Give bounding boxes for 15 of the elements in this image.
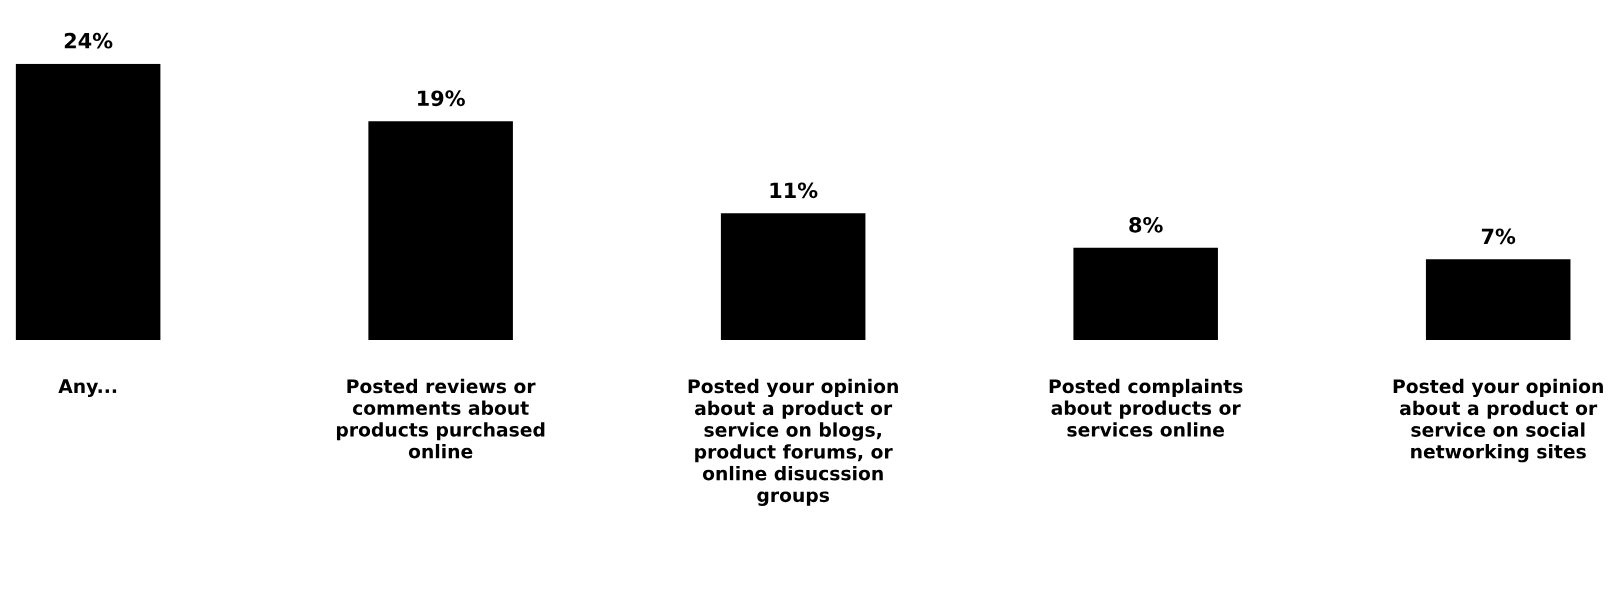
- x-tick-label: Posted reviews or comments about products purchased online: [336, 378, 545, 459]
- bar: [1425, 259, 1571, 340]
- data-label: 24%: [64, 32, 113, 49]
- x-tick-label: Posted your opinion about a product or service on social networking sites: [1393, 378, 1603, 463]
- x-tick-label: Any...: [58, 379, 117, 397]
- bar: [720, 213, 866, 340]
- data-label: 8%: [1129, 216, 1163, 233]
- bar: [368, 121, 513, 340]
- bar: [1073, 247, 1218, 340]
- data-label: 7%: [1481, 228, 1516, 245]
- bar: [15, 63, 161, 340]
- x-tick-label: Posted your opinion about a product or service on blogs, product forums, or online disucssion groups: [688, 378, 898, 506]
- x-tick-label: Posted complaints about products or services online: [1049, 378, 1243, 437]
- data-label: 11%: [770, 182, 818, 199]
- data-label: 19%: [418, 90, 465, 107]
